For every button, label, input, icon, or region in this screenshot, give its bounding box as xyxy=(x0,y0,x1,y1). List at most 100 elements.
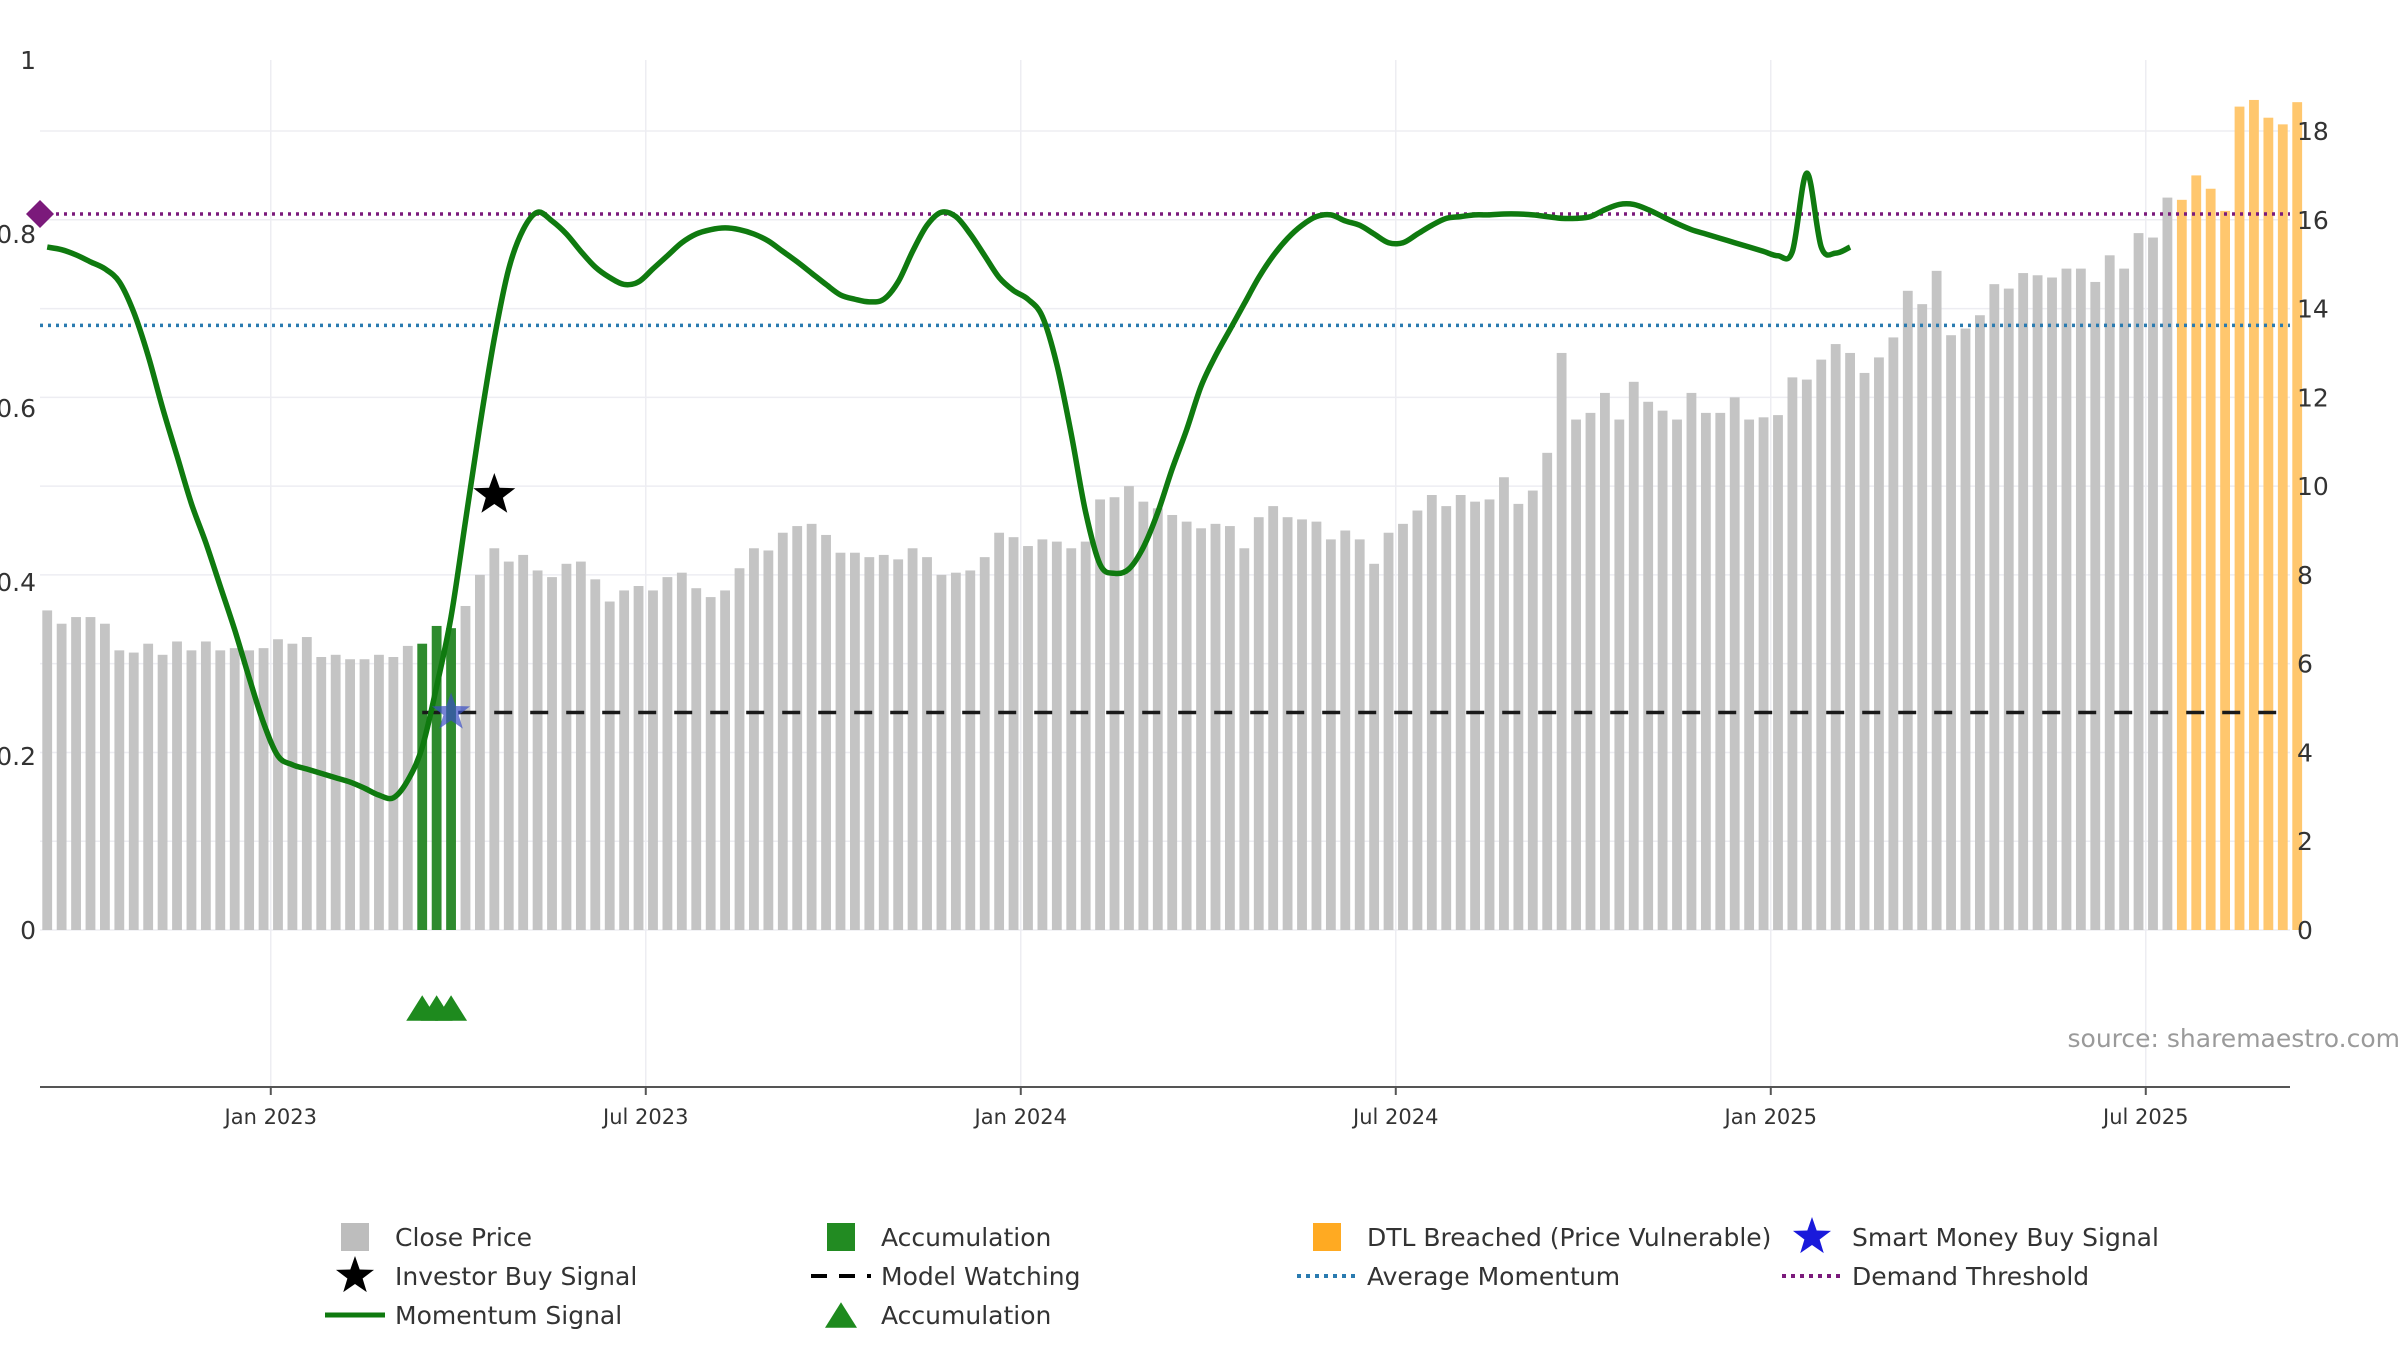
legend-label: Accumulation xyxy=(881,1301,1051,1330)
momentum-signal-line xyxy=(46,170,1852,802)
close-price-bar xyxy=(1888,337,1899,930)
close-price-bar xyxy=(1484,499,1495,930)
smart-money-buy-star xyxy=(432,692,471,729)
legend-item: Close Price xyxy=(341,1223,532,1252)
dtl-breached-bar xyxy=(2263,117,2274,930)
accumulation-triangle xyxy=(435,995,468,1021)
close-price-bar xyxy=(619,590,630,930)
close-price-bar xyxy=(1138,501,1149,930)
close-price-bar xyxy=(1917,304,1928,930)
legend-item: Accumulation xyxy=(827,1223,1051,1252)
close-price-bar xyxy=(1729,397,1740,930)
close-price-bar xyxy=(1412,510,1423,930)
close-price-bar xyxy=(1628,381,1639,930)
close-price-bar xyxy=(1585,412,1596,930)
legend-item: Average Momentum xyxy=(1297,1262,1620,1291)
right-axis-tick-label: 18 xyxy=(2297,117,2329,146)
close-price-bar xyxy=(244,650,255,930)
legend-item: DTL Breached (Price Vulnerable) xyxy=(1313,1223,1771,1252)
legend-triangle-swatch xyxy=(825,1302,857,1328)
close-price-bar xyxy=(1960,328,1971,931)
close-price-bar xyxy=(1340,530,1351,930)
close-price-bar xyxy=(1167,514,1178,930)
close-price-bar xyxy=(878,554,889,930)
close-price-bar xyxy=(662,577,673,930)
close-price-bar xyxy=(1643,401,1654,930)
right-axis-tick-label: 2 xyxy=(2297,827,2313,856)
close-price-bar xyxy=(475,574,485,930)
close-price-bar xyxy=(561,563,572,930)
close-price-bar xyxy=(1268,506,1279,930)
close-price-bar xyxy=(402,645,413,930)
right-axis-tick-label: 8 xyxy=(2297,561,2313,590)
right-axis-tick-label: 6 xyxy=(2297,650,2313,679)
close-price-bar xyxy=(806,523,817,930)
close-price-bar xyxy=(1830,344,1841,930)
legend: Close Price Accumulation DTL Breached (Pri… xyxy=(325,1217,2159,1330)
close-price-bar xyxy=(1210,523,1221,930)
close-price-bar xyxy=(922,557,932,930)
close-price-bar xyxy=(734,568,745,930)
close-price-bar xyxy=(1037,539,1048,930)
close-price-bar xyxy=(258,648,269,930)
close-price-bar xyxy=(1816,359,1827,931)
left-axis-tick-label: 0 xyxy=(20,916,36,945)
legend-item: Model Watching xyxy=(811,1262,1081,1291)
close-price-bar xyxy=(965,570,976,930)
close-price-bar xyxy=(864,557,875,930)
close-price-bar xyxy=(792,526,803,930)
close-price-bar xyxy=(2104,255,2115,930)
legend-item: Investor Buy Signal xyxy=(335,1256,637,1293)
close-price-bar xyxy=(633,585,644,930)
close-price-bar xyxy=(907,548,918,930)
legend-label: Momentum Signal xyxy=(395,1301,622,1330)
close-price-bar xyxy=(128,652,139,930)
close-price-bar xyxy=(1282,517,1293,930)
close-price-bar xyxy=(2018,273,2029,930)
accumulation-bar xyxy=(417,643,428,930)
close-price-bar xyxy=(1008,537,1019,930)
close-price-bar xyxy=(1297,519,1307,930)
close-price-bar xyxy=(71,617,81,930)
close-price-bar xyxy=(1787,377,1798,930)
legend-item: Smart Money Buy Signal xyxy=(1792,1217,2159,1254)
close-price-bar xyxy=(1527,490,1538,930)
close-price-bar xyxy=(777,532,788,930)
legend-label: DTL Breached (Price Vulnerable) xyxy=(1367,1223,1771,1252)
close-price-bar xyxy=(979,557,990,930)
close-price-bar xyxy=(2047,277,2057,930)
close-price-bar xyxy=(2090,281,2101,930)
close-price-bar xyxy=(547,577,557,930)
x-axis-tick-label: Jan 2025 xyxy=(1723,1105,1818,1129)
demand-threshold-diamond xyxy=(26,199,54,228)
close-price-bar xyxy=(2003,288,2014,930)
close-price-bar xyxy=(1672,419,1682,930)
close-price-bar xyxy=(720,590,730,930)
close-price-bar xyxy=(1600,392,1610,930)
close-price-bar xyxy=(1354,539,1365,930)
close-price-bar xyxy=(200,641,211,930)
dtl-breached-bar xyxy=(2277,124,2288,930)
close-price-bar xyxy=(2032,275,2043,930)
close-price-bar xyxy=(676,572,687,930)
reference-line-layer xyxy=(26,199,2290,715)
close-price-bar xyxy=(273,639,283,930)
right-axis-tick-label: 16 xyxy=(2297,206,2329,235)
close-price-bar xyxy=(1700,412,1711,930)
close-price-bar xyxy=(1556,352,1567,930)
close-price-bar xyxy=(1470,501,1480,930)
close-price-bar xyxy=(850,552,860,930)
close-price-bar xyxy=(1542,452,1553,930)
close-price-bar xyxy=(2148,237,2158,930)
close-price-bar xyxy=(763,550,774,930)
legend-square-swatch xyxy=(341,1223,369,1251)
close-price-bar xyxy=(590,579,601,930)
close-price-bar xyxy=(1441,506,1452,930)
dtl-breached-bar xyxy=(2176,199,2187,931)
close-price-bar xyxy=(460,605,471,930)
close-price-bar xyxy=(1066,548,1077,930)
close-price-bar xyxy=(1080,541,1091,930)
close-price-bar xyxy=(114,650,125,930)
close-price-bar xyxy=(186,650,197,930)
source-label: source: sharemaestro.com xyxy=(2068,1024,2400,1053)
